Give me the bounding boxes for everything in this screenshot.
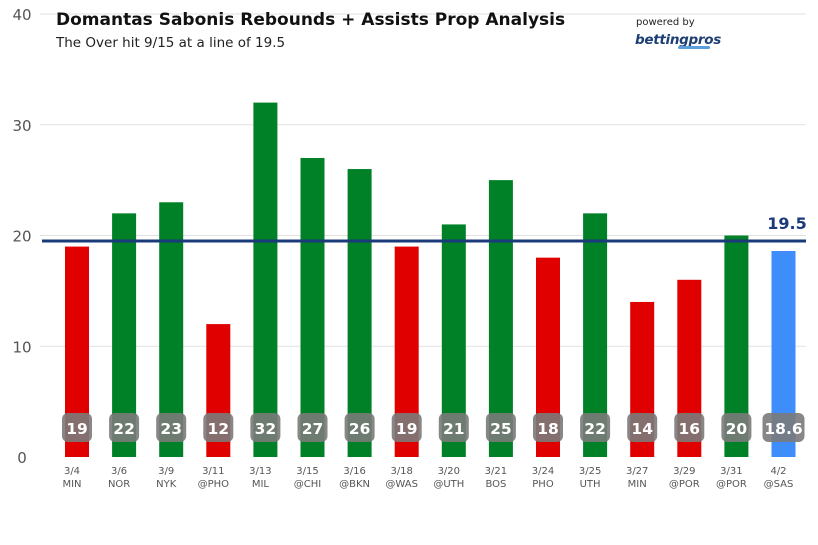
value-badge bbox=[627, 413, 658, 442]
data-label: 27 bbox=[302, 420, 324, 438]
y-tick-label: 40 bbox=[12, 6, 31, 24]
data-label: 19 bbox=[66, 420, 88, 438]
x-tick-date: 3/24 bbox=[532, 466, 554, 477]
data-label: 18 bbox=[537, 420, 559, 438]
x-tick-date: 3/31 bbox=[720, 466, 742, 477]
x-tick-date: 3/9 bbox=[158, 466, 174, 477]
data-label: 16 bbox=[679, 420, 701, 438]
x-tick-date: 3/15 bbox=[296, 466, 318, 477]
x-tick-opponent: @CHI bbox=[294, 479, 321, 490]
value-badge bbox=[533, 413, 563, 442]
data-label: 20 bbox=[726, 420, 748, 438]
data-label: 32 bbox=[255, 420, 277, 438]
value-badge bbox=[391, 413, 422, 442]
x-tick-opponent: NYK bbox=[156, 479, 177, 490]
x-tick-date: 3/20 bbox=[438, 466, 460, 477]
value-badge bbox=[62, 413, 92, 442]
x-tick-opponent: MIL bbox=[252, 479, 270, 490]
bar bbox=[347, 169, 372, 458]
value-badge bbox=[580, 413, 611, 442]
data-label: 14 bbox=[631, 420, 653, 438]
value-badge bbox=[203, 413, 234, 442]
value-badge bbox=[250, 413, 281, 442]
logo-swoosh-icon bbox=[678, 46, 710, 49]
value-badge bbox=[674, 413, 705, 442]
value-badge bbox=[156, 413, 187, 442]
x-tick-opponent: MIN bbox=[628, 479, 647, 490]
x-tick-date: 3/6 bbox=[111, 466, 127, 477]
x-tick-opponent: @UTH bbox=[433, 479, 464, 490]
data-label: 25 bbox=[490, 420, 512, 438]
data-label: 18.6 bbox=[764, 420, 802, 438]
data-label: 21 bbox=[443, 420, 465, 438]
x-tick-opponent: NOR bbox=[108, 479, 130, 490]
value-badge bbox=[721, 413, 752, 442]
chart-title: Domantas Sabonis Rebounds + Assists Prop… bbox=[56, 10, 566, 30]
x-tick-opponent: MIN bbox=[62, 479, 81, 490]
data-label: 12 bbox=[208, 420, 230, 438]
x-tick-date: 3/27 bbox=[626, 466, 648, 477]
value-badge bbox=[297, 413, 328, 442]
x-tick-date: 3/13 bbox=[249, 466, 271, 477]
data-label: 22 bbox=[584, 420, 606, 438]
x-tick-date: 3/4 bbox=[64, 466, 80, 477]
x-tick-opponent: @PHO bbox=[198, 479, 230, 490]
x-tick-opponent: @WAS bbox=[385, 479, 418, 490]
data-label: 22 bbox=[113, 420, 135, 438]
bar bbox=[253, 102, 278, 457]
value-badge bbox=[485, 413, 516, 442]
value-badge bbox=[762, 413, 805, 442]
value-badge bbox=[109, 413, 140, 442]
bar bbox=[300, 157, 325, 457]
x-tick-opponent: UTH bbox=[580, 479, 601, 490]
data-label: 26 bbox=[349, 420, 371, 438]
bettingpros-logo[interactable]: bettingpros bbox=[635, 32, 721, 48]
x-tick-date: 4/2 bbox=[770, 466, 786, 477]
x-tick-opponent: @SAS bbox=[764, 479, 794, 490]
data-label: 19 bbox=[396, 420, 418, 438]
x-tick-date: 3/29 bbox=[673, 466, 695, 477]
value-badge bbox=[438, 413, 469, 442]
x-tick-date: 3/18 bbox=[390, 466, 412, 477]
x-tick-opponent: PHO bbox=[532, 479, 554, 490]
x-tick-date: 3/25 bbox=[579, 466, 601, 477]
chart-subtitle: The Over hit 9/15 at a line of 19.5 bbox=[56, 35, 286, 51]
data-label: 23 bbox=[160, 420, 182, 438]
x-tick-opponent: @POR bbox=[716, 479, 747, 490]
y-tick-label: 0 bbox=[17, 449, 27, 467]
y-tick-label: 30 bbox=[12, 117, 31, 135]
x-tick-date: 3/21 bbox=[485, 466, 507, 477]
bar bbox=[488, 180, 513, 457]
powered-by-text: powered by bbox=[636, 17, 695, 28]
y-tick-label: 20 bbox=[12, 228, 31, 246]
value-badge bbox=[344, 413, 375, 442]
x-tick-opponent: @BKN bbox=[339, 479, 370, 490]
y-tick-label: 10 bbox=[12, 338, 31, 356]
x-tick-opponent: @POR bbox=[669, 479, 700, 490]
x-tick-date: 3/11 bbox=[202, 466, 224, 477]
x-tick-opponent: BOS bbox=[485, 479, 506, 490]
prop-line-label: 19.5 bbox=[767, 214, 806, 233]
x-tick-date: 3/16 bbox=[343, 466, 365, 477]
